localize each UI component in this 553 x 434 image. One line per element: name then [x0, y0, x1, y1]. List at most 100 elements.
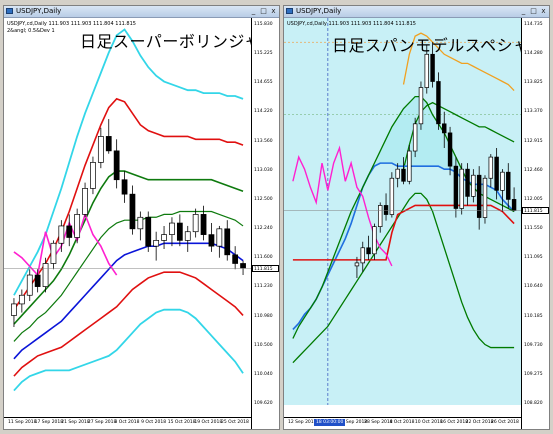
candle-body [476, 174, 482, 218]
span-cloud [292, 96, 515, 339]
price-tick-label: 114.220 [254, 109, 273, 115]
maximize-button[interactable]: □ [530, 7, 537, 15]
candle-body [137, 216, 144, 230]
title-bar[interactable]: USDJPY,Daily _ □ x [284, 6, 549, 18]
price-tick-label: 112.500 [254, 196, 273, 202]
chart-window-right[interactable]: USDJPY,Daily _ □ x USDJPY,cd,Daily 111.9… [283, 5, 550, 430]
price-tick-label: 111.600 [254, 255, 273, 261]
candle-body [360, 247, 365, 264]
candle-body [129, 193, 136, 230]
chart-svg [284, 18, 521, 405]
price-axis[interactable]: 115.830 115.225 114.655 114.220 113.560 113.0… [251, 18, 279, 429]
chart-icon [286, 8, 293, 14]
candle-body [453, 165, 459, 209]
candle-body [418, 87, 424, 125]
candle-body [436, 81, 441, 125]
price-tick-label: 110.040 [254, 371, 273, 377]
time-tick-label: 10 Oct 2018 [414, 420, 443, 425]
price-tick-label: 111.230 [254, 284, 273, 290]
minimize-button[interactable]: _ [521, 7, 526, 15]
price-tick-label: 112.240 [254, 226, 273, 232]
candle-body [145, 216, 152, 247]
candle-body [372, 226, 377, 255]
candle-body [401, 168, 406, 182]
candle-body [161, 234, 167, 241]
price-tick-label: 114.280 [524, 51, 543, 57]
candle-body [50, 242, 57, 264]
candle-body [11, 303, 17, 316]
price-tick-label: 113.560 [254, 138, 273, 144]
price-tick-label: 112.915 [524, 138, 543, 144]
series-lagging [13, 211, 118, 277]
crosshair-time-label: 18 03:00:00 [314, 419, 346, 426]
candle-body [354, 262, 360, 267]
candle-body [113, 150, 120, 181]
chart-window-left[interactable]: USDJPY,Daily _ □ x USDJPY,cd,Daily 111.9… [3, 5, 280, 430]
candle-body [395, 168, 400, 179]
candle-body [208, 234, 215, 247]
price-tick-label: 111.095 [524, 255, 543, 261]
time-tick-label: 28 Sep 2018 [364, 420, 393, 425]
candle-body [121, 179, 128, 195]
candle-body [105, 136, 112, 152]
time-tick-label: 3 Oct 2018 [114, 420, 140, 425]
price-tick-label: 114.735 [524, 22, 543, 27]
candle-body [500, 171, 505, 191]
candle-body [366, 247, 371, 255]
price-tick-label: 110.640 [524, 284, 543, 290]
symbol-line: USDJPY,cd,Daily 111.903 111.903 111.804 … [7, 21, 136, 27]
time-tick-label: 4 Oct 2018 [389, 420, 415, 425]
time-tick-label: 9 Oct 2018 [141, 420, 167, 425]
time-axis[interactable]: 11 Sep 2018 17 Sep 2018 21 Sep 2018 27 Sep … [4, 417, 251, 429]
candle-body [430, 53, 435, 82]
series-bb+1 [13, 170, 244, 325]
minimize-button[interactable]: _ [251, 7, 256, 15]
chart-area[interactable]: USDJPY,cd,Daily 111.903 111.903 111.804 … [4, 18, 279, 429]
window-title: USDJPY,Daily [16, 7, 62, 15]
candle-body [511, 199, 517, 211]
price-axis[interactable]: 114.735 114.280 113.825 113.370 112.915 112.4… [521, 18, 549, 429]
symbol-line: USDJPY,cd,Daily 111.903 111.903 111.804 … [287, 21, 416, 27]
candle-body [184, 231, 191, 241]
chart-icon [6, 8, 13, 14]
overlay-title: 日足スーパーボリンジャー [80, 32, 278, 51]
close-button[interactable]: x [271, 7, 276, 15]
price-tick-label: 112.460 [524, 167, 543, 173]
maximize-button[interactable]: □ [260, 7, 267, 15]
price-tick-label: 108.820 [524, 401, 543, 406]
time-tick-label: 27 Sep 2018 [87, 420, 117, 425]
price-tick-label: 109.275 [524, 371, 543, 377]
price-tick-label: 109.620 [254, 401, 273, 406]
candle-body [407, 150, 412, 182]
time-tick-label: 12 Sep 2018 [288, 420, 317, 425]
candle-body [42, 263, 49, 287]
title-bar[interactable]: USDJPY,Daily _ □ x [4, 6, 279, 18]
price-tick-label: 110.500 [254, 342, 273, 348]
candle-body [424, 53, 429, 88]
candle-body [232, 254, 239, 264]
candle-body [200, 214, 207, 235]
candle-body [412, 123, 418, 152]
candle-body [378, 205, 383, 227]
candle-body [153, 240, 160, 247]
price-tick-label: 115.830 [254, 22, 273, 27]
candle-body [482, 177, 488, 218]
candle-body [240, 263, 246, 269]
candle-body [97, 136, 104, 163]
series-lower [292, 192, 515, 364]
price-tick-label: 110.185 [524, 313, 543, 319]
indicator-line: 2&angl; 0.5&Dev 1 [7, 28, 55, 34]
candle-body [224, 228, 231, 256]
candle-body [192, 214, 199, 233]
close-button[interactable]: x [541, 7, 546, 15]
series-bb-2 [13, 271, 244, 377]
chart-area[interactable]: USDJPY,cd,Daily 111.903 111.903 111.804 … [284, 18, 549, 429]
candle-body [26, 274, 33, 296]
candle-body [58, 225, 65, 244]
candle-body [447, 132, 453, 167]
candle-body [176, 222, 183, 241]
current-price-tag: 111.815 [522, 207, 549, 215]
series-bb-3 [13, 308, 244, 392]
overlay-title: 日足スパンモデルスペシャル [332, 36, 547, 55]
